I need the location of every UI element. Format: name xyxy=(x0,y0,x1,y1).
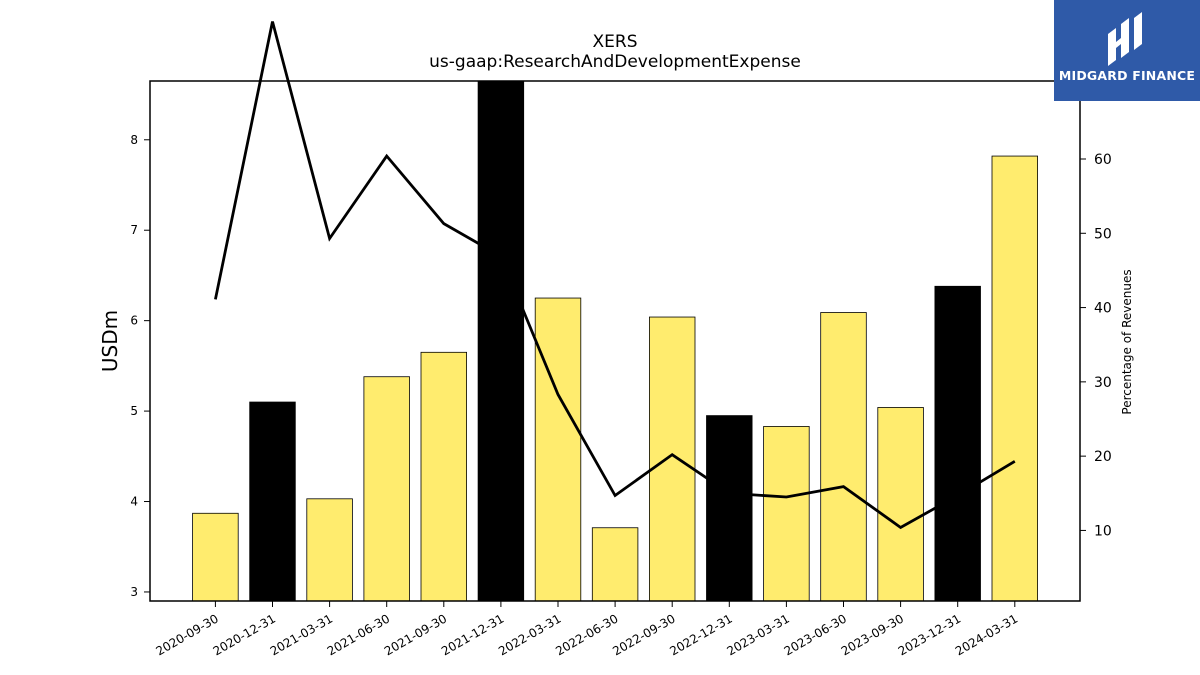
x-tick-label: 2022-06-30 xyxy=(553,611,620,658)
bar-2020-12-31 xyxy=(249,401,296,602)
bar-2022-12-31 xyxy=(706,415,753,602)
logo-brand-text: MIDGARD FINANCE xyxy=(1058,68,1196,83)
x-tick-label: 2022-12-31 xyxy=(667,611,734,658)
x-tick-label: 2021-12-31 xyxy=(439,611,506,658)
midgard-logo-icon xyxy=(1108,12,1142,66)
y2-tick-label: 50 xyxy=(1094,226,1112,242)
y-tick-label: 3 xyxy=(130,585,138,599)
y-tick-label: 4 xyxy=(130,495,138,509)
bar-2023-12-31 xyxy=(934,285,981,602)
x-tick-label: 2023-06-30 xyxy=(782,611,849,658)
y-axis-label: USDm xyxy=(98,310,122,372)
x-tick-label: 2021-06-30 xyxy=(325,611,392,658)
chart-title: XERS xyxy=(592,32,638,52)
bar-2022-03-31 xyxy=(534,297,582,602)
bar-2021-12-31 xyxy=(477,80,525,602)
x-tick-label: 2023-09-30 xyxy=(839,611,906,658)
x-tick-label: 2020-09-30 xyxy=(153,611,220,658)
bar-2022-09-30 xyxy=(649,316,696,602)
y-tick-label: 7 xyxy=(130,223,138,237)
y2-tick-label: 30 xyxy=(1094,375,1112,391)
x-tick-label: 2023-12-31 xyxy=(896,611,963,658)
bar-2023-03-31 xyxy=(763,426,810,602)
x-tick-label: 2024-03-31 xyxy=(953,611,1020,658)
chart-subtitle: us-gaap:ResearchAndDevelopmentExpense xyxy=(429,52,801,72)
bar-2022-06-30 xyxy=(591,527,639,602)
bar-2021-09-30 xyxy=(420,351,467,602)
x-tick-label: 2022-09-30 xyxy=(610,611,677,658)
bar-2021-06-30 xyxy=(363,376,410,602)
x-tick-label: 2021-09-30 xyxy=(382,611,449,658)
bar-2021-03-31 xyxy=(306,498,353,602)
midgard-finance-logo: MIDGARD FINANCE xyxy=(1054,0,1200,101)
y2-tick-label: 40 xyxy=(1094,301,1112,317)
x-tick-label: 2022-03-31 xyxy=(496,611,563,658)
y2-tick-label: 10 xyxy=(1094,523,1112,539)
y2-axis-label: Percentage of Revenues xyxy=(1120,269,1134,414)
bar-2024-03-31 xyxy=(991,155,1038,602)
bar-2023-09-30 xyxy=(877,407,924,602)
x-tick-label: 2021-03-31 xyxy=(268,611,335,658)
y-tick-label: 8 xyxy=(130,133,138,147)
x-tick-label: 2023-03-31 xyxy=(724,611,791,658)
y-tick-label: 6 xyxy=(130,314,138,328)
y-tick-label: 5 xyxy=(130,404,138,418)
x-tick-label: 2020-12-31 xyxy=(211,611,278,658)
y2-tick-label: 20 xyxy=(1094,449,1112,465)
bar-2023-06-30 xyxy=(820,312,867,602)
bar-2020-09-30 xyxy=(192,512,239,602)
y2-tick-label: 60 xyxy=(1094,152,1112,168)
